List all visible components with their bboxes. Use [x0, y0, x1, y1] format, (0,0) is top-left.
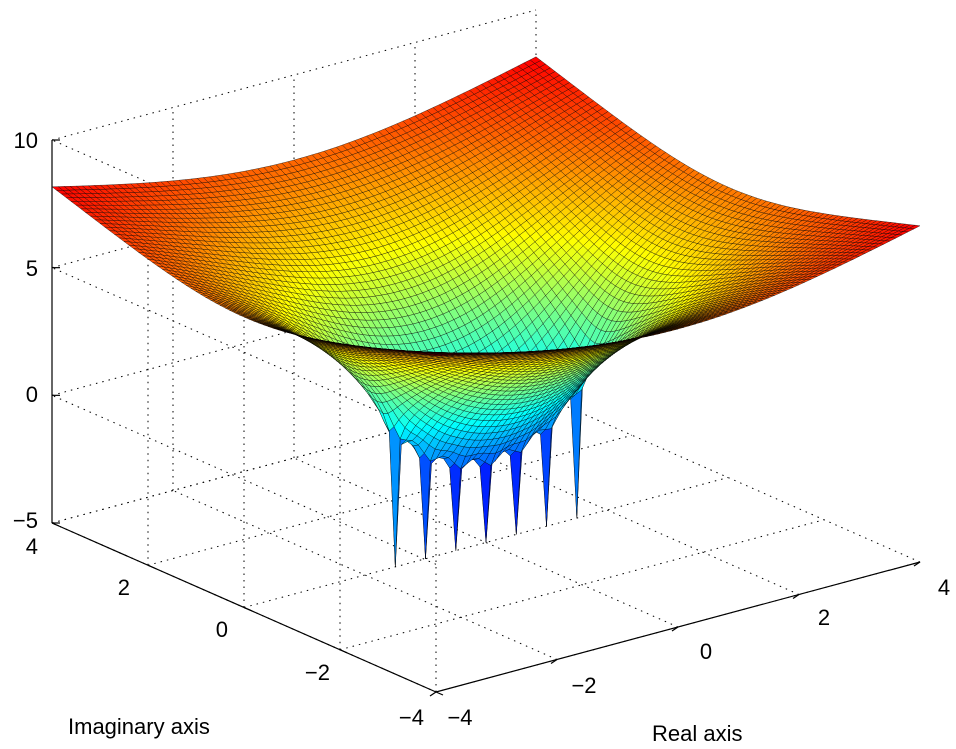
surface-patch [570, 389, 582, 519]
x-gridline [172, 490, 558, 660]
z-gridline [51, 394, 437, 565]
surface-layer [51, 56, 921, 567]
y-gridline [147, 434, 633, 566]
surface-patch [540, 428, 552, 527]
